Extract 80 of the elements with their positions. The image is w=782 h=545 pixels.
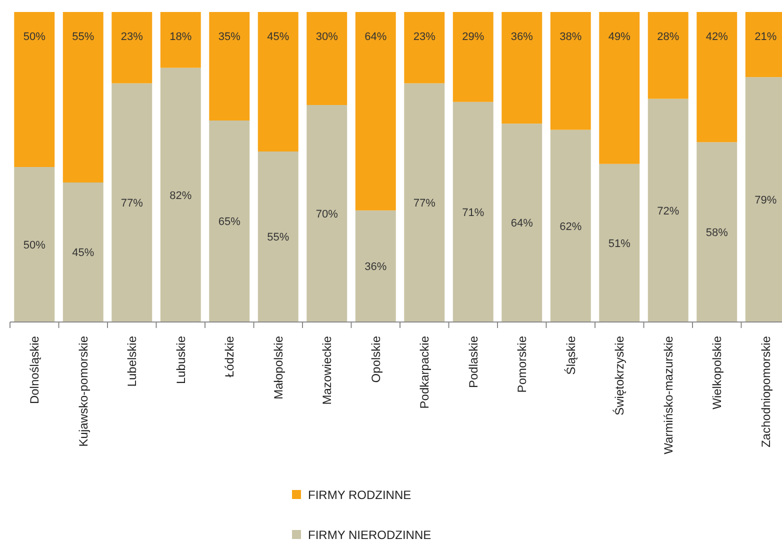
data-label: 21% <box>754 30 777 43</box>
x-tick-label: Podkarpackie <box>418 336 432 409</box>
bar <box>452 102 494 322</box>
bar <box>648 12 688 99</box>
bar <box>306 105 348 322</box>
data-label: 36% <box>510 30 534 43</box>
bar <box>550 12 591 130</box>
x-tick-label: Warmińsko-mazurskie <box>661 336 676 454</box>
data-label: 49% <box>608 30 631 43</box>
bar <box>696 12 738 142</box>
data-label: 55% <box>72 30 94 43</box>
bar <box>258 152 298 322</box>
x-tick-label: Zachodniopomorskie <box>758 336 773 448</box>
bar <box>404 83 445 322</box>
data-label: 36% <box>364 261 387 274</box>
data-label: 38% <box>560 30 582 43</box>
bar <box>599 12 640 164</box>
bar <box>502 124 542 322</box>
bar <box>112 12 152 84</box>
bar <box>62 12 104 182</box>
x-tick-label: Małopolskie <box>271 336 286 400</box>
bar <box>112 83 152 322</box>
data-label: 42% <box>706 30 728 43</box>
bar <box>160 12 201 68</box>
data-label: 70% <box>316 208 338 220</box>
x-tick-label: Kujawsko-pomorskie <box>76 336 90 447</box>
bar <box>404 12 445 84</box>
bar <box>502 12 542 124</box>
data-label: 62% <box>560 220 582 233</box>
x-tick-label: Świętokrzyskie <box>612 336 627 416</box>
data-label: 64% <box>364 30 387 43</box>
x-tick-label: Wielkopolskie <box>710 336 724 410</box>
bar <box>599 164 640 322</box>
bar <box>14 167 55 322</box>
data-label: 58% <box>706 226 728 239</box>
bar <box>550 130 591 322</box>
data-label: 23% <box>413 30 436 43</box>
bar <box>209 120 250 322</box>
bar <box>355 12 396 210</box>
data-label: 18% <box>170 30 192 43</box>
data-label: 65% <box>218 216 241 228</box>
x-tick-label: Mazowieckie <box>320 336 334 405</box>
data-label: 23% <box>120 30 144 43</box>
data-label: 79% <box>754 194 777 206</box>
legend-label: FIRMY RODZINNE <box>308 488 412 502</box>
bar <box>355 210 396 322</box>
x-tick-label: Lubuskie <box>174 336 188 384</box>
data-label: 71% <box>462 206 484 219</box>
bar <box>62 182 104 322</box>
data-label: 77% <box>413 198 436 210</box>
data-label: 30% <box>316 30 338 43</box>
bar <box>452 12 494 102</box>
bar <box>306 12 348 105</box>
x-tick-label: Dolnośląskie <box>28 336 42 404</box>
x-tick-label: Lubelskie <box>125 336 140 387</box>
x-tick-label: Pomorskie <box>515 336 530 393</box>
data-label: 45% <box>267 30 290 43</box>
x-tick-label: Opolskie <box>368 336 383 383</box>
bar <box>258 12 298 152</box>
x-tick-label: Śląskie <box>564 336 578 375</box>
data-label: 45% <box>72 247 94 260</box>
data-label: 77% <box>120 198 144 210</box>
bar <box>14 12 55 167</box>
data-label: 51% <box>608 238 631 250</box>
x-tick-label: Podlaskie <box>466 336 480 388</box>
data-label: 29% <box>462 30 484 43</box>
data-label: 50% <box>23 30 46 43</box>
data-label: 72% <box>657 205 680 218</box>
data-label: 50% <box>23 239 46 252</box>
data-label: 64% <box>510 218 534 230</box>
x-tick-label: Łódzkie <box>222 336 237 378</box>
bar <box>160 68 201 322</box>
data-label: 28% <box>657 30 680 43</box>
bar <box>648 98 688 322</box>
legend-label: FIRMY NIERODZINNE <box>308 528 432 542</box>
data-label: 82% <box>170 190 192 202</box>
data-label: 35% <box>218 30 241 43</box>
bar <box>696 142 738 322</box>
data-label: 55% <box>267 232 290 244</box>
bar <box>209 12 250 120</box>
